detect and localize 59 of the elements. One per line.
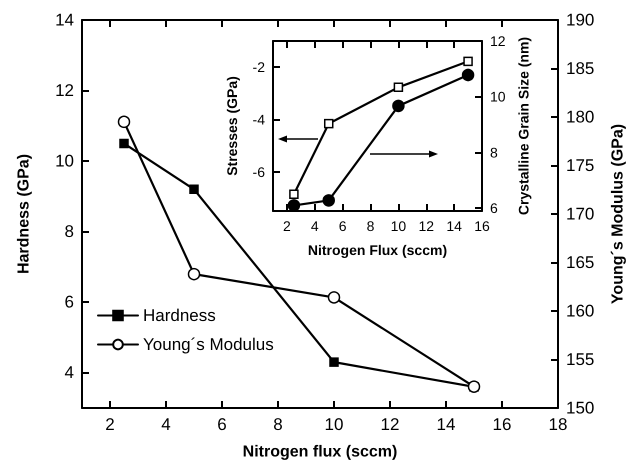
y-axis-title: Stresses (GPa) [224,76,240,176]
y-tick-label: 10 [55,152,74,171]
y-tick-label: 12 [55,81,74,100]
x-tick-label: 2 [105,415,115,434]
x-tick-label: 6 [338,218,347,234]
x-tick-label: 16 [492,415,512,434]
x-tick-label: 2 [283,218,292,234]
x-tick-label: 14 [446,218,462,234]
x-tick-label: 8 [273,415,283,434]
y2-axis-title: Young´s Modulus (GPa) [610,124,626,304]
y2-tick-label: 6 [490,200,498,216]
legend-label: Young´s Modulus [143,335,274,354]
x-axis-title: Nitrogen flux (sccm) [242,444,398,460]
y2-tick-label: 10 [490,88,506,105]
x-tick-label: 12 [380,415,400,434]
y2-tick-label: 155 [566,350,594,369]
point [392,100,405,112]
x-tick-label: 4 [310,218,319,234]
x-tick-label: 8 [366,218,375,234]
point [189,184,199,194]
y2-axis-title: Crystalline Grain Size (nm) [515,36,532,216]
x-tick-label: 18 [548,415,568,434]
x-tick-label: 16 [474,218,490,234]
point [289,190,299,200]
point [394,82,404,92]
x-tick-label: 10 [390,218,406,234]
y-tick-label: -4 [252,111,266,128]
y-tick-label: 6 [64,292,74,312]
y2-tick-label: 165 [566,253,594,272]
y-axis-title: Hardness (GPa) [16,154,32,274]
y2-tick-label: 150 [566,398,594,418]
y2-tick-label: 12 [490,33,506,49]
point [463,56,473,66]
point [462,68,474,82]
y2-tick-label: 190 [566,10,594,30]
x-axis-title: Nitrogen Flux (sccm) [308,242,448,258]
legend-label: Hardness [143,306,216,325]
point [118,116,130,128]
y2-tick-label: 8 [490,144,498,160]
point [324,118,334,128]
y2-tick-label: 185 [566,59,594,78]
point [188,268,200,280]
x-tick-label: 12 [418,218,434,234]
point [329,357,339,367]
point [322,194,335,207]
point [119,138,129,148]
y-tick-label: 4 [64,363,74,382]
x-tick-label: 6 [217,415,227,434]
y2-tick-label: 175 [566,156,594,175]
y-tick-label: 14 [55,10,74,30]
point [328,291,340,304]
y2-tick-label: 180 [566,108,594,126]
x-tick-label: 10 [324,415,344,434]
y2-tick-label: 160 [566,302,594,320]
y2-tick-label: 170 [566,204,594,224]
x-tick-label: 4 [161,415,171,434]
y-tick-label: -2 [252,59,266,76]
y-tick-label: -6 [252,164,266,180]
x-tick-label: 14 [436,415,456,434]
